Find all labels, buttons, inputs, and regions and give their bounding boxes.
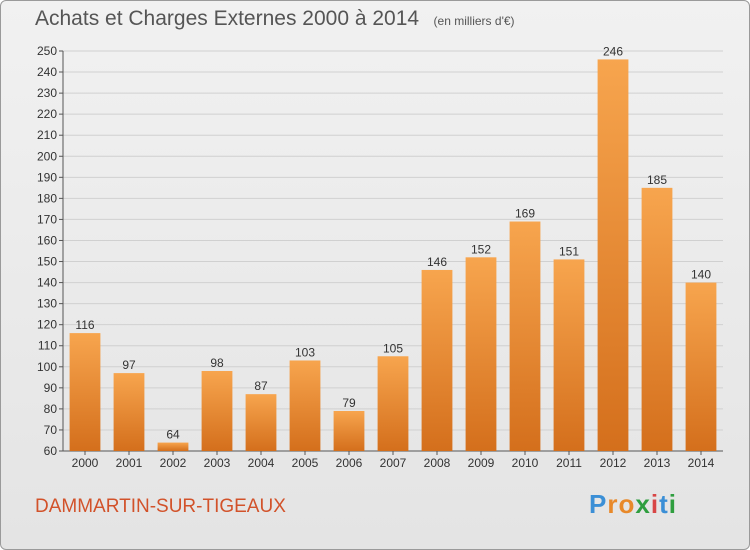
- logo-letter: P: [589, 489, 608, 519]
- bars: [69, 59, 717, 451]
- data-label-2010: 169: [515, 207, 535, 221]
- y-tick-label: 200: [37, 149, 57, 163]
- logo-letter: r: [607, 489, 619, 519]
- data-label-2013: 185: [647, 173, 667, 187]
- bar-2003: [201, 371, 233, 451]
- y-tick-label: 90: [44, 381, 58, 395]
- y-tick-label: 120: [37, 318, 57, 332]
- x-tick-label-2012: 2012: [600, 456, 627, 470]
- logo-letter: t: [659, 489, 669, 519]
- y-tick-label: 170: [37, 212, 57, 226]
- x-axis-ticks: 2000 2001 2002 2003 2004 2005 2006 2007 2008 2009…: [72, 451, 715, 470]
- y-tick-label: 210: [37, 128, 57, 142]
- data-label-2008: 146: [427, 255, 447, 269]
- logo-letter: o: [618, 489, 636, 519]
- x-tick-label-2003: 2003: [204, 456, 231, 470]
- bar-2010: [509, 221, 541, 451]
- x-tick-label-2014: 2014: [688, 456, 715, 470]
- logo-letter: i: [668, 489, 677, 519]
- bar-2008: [421, 269, 453, 451]
- y-tick-label: 250: [37, 44, 57, 58]
- y-tick-label: 100: [37, 360, 57, 374]
- data-label-2002: 64: [166, 428, 180, 442]
- y-tick-label: 220: [37, 107, 57, 121]
- bar-2005: [289, 360, 321, 451]
- bar-2012: [597, 59, 629, 451]
- x-tick-label-2000: 2000: [72, 456, 99, 470]
- x-tick-label-2013: 2013: [644, 456, 671, 470]
- x-tick-label-2009: 2009: [468, 456, 495, 470]
- chart-subtitle: (en milliers d'€): [433, 14, 515, 28]
- bar-2014: [685, 282, 717, 451]
- y-tick-label: 190: [37, 170, 57, 184]
- x-tick-label-2006: 2006: [336, 456, 363, 470]
- logo-letter: x: [635, 489, 651, 519]
- y-tick-label: 60: [44, 444, 58, 458]
- x-tick-label-2007: 2007: [380, 456, 407, 470]
- y-tick-label: 130: [37, 297, 57, 311]
- data-label-2012: 246: [603, 44, 623, 58]
- x-tick-label-2001: 2001: [116, 456, 143, 470]
- data-label-2003: 98: [210, 356, 224, 370]
- data-label-2004: 87: [254, 379, 268, 393]
- bar-2011: [553, 259, 585, 451]
- y-tick-label: 110: [38, 339, 57, 353]
- data-label-2005: 103: [295, 345, 315, 359]
- data-label-2009: 152: [471, 242, 491, 256]
- x-tick-label-2011: 2011: [556, 456, 582, 470]
- data-label-2014: 140: [691, 268, 711, 282]
- chart-title: Achats et Charges Externes 2000 à 2014: [35, 7, 420, 30]
- commune-name: DAMMARTIN-SUR-TIGEAUX: [35, 496, 286, 517]
- data-label-2007: 105: [383, 341, 403, 355]
- bar-2013: [641, 187, 673, 451]
- data-label-2000: 116: [75, 318, 94, 332]
- data-label-2011: 151: [559, 244, 579, 258]
- y-tick-label: 80: [44, 402, 58, 416]
- bar-2007: [377, 356, 409, 451]
- data-label-2001: 97: [122, 358, 136, 372]
- y-tick-label: 150: [37, 255, 57, 269]
- y-tick-label: 240: [37, 65, 57, 79]
- y-tick-label: 180: [37, 191, 57, 205]
- y-tick-label: 140: [37, 276, 57, 290]
- y-tick-label: 160: [37, 233, 57, 247]
- y-tick-label: 230: [37, 86, 57, 100]
- bar-2001: [113, 373, 145, 451]
- bar-2006: [333, 411, 365, 451]
- bar-2004: [245, 394, 277, 451]
- x-tick-label-2010: 2010: [512, 456, 539, 470]
- y-tick-label: 70: [44, 423, 58, 437]
- proxiti-logo: Proxiti: [589, 489, 677, 520]
- data-label-2006: 79: [342, 396, 356, 410]
- bar-2000: [69, 333, 101, 451]
- x-tick-label-2008: 2008: [424, 456, 451, 470]
- x-tick-label-2004: 2004: [248, 456, 275, 470]
- logo-letter: i: [650, 489, 660, 519]
- bar-2009: [465, 257, 497, 451]
- data-labels: 116 97 64 98 87 103 79 105 146 152 169 151 246 185 140: [75, 44, 711, 441]
- chart-header: Achats et Charges Externes 2000 à 2014 (…: [35, 7, 515, 31]
- bar-2002: [157, 442, 189, 451]
- x-tick-label-2002: 2002: [160, 456, 187, 470]
- x-tick-label-2005: 2005: [292, 456, 319, 470]
